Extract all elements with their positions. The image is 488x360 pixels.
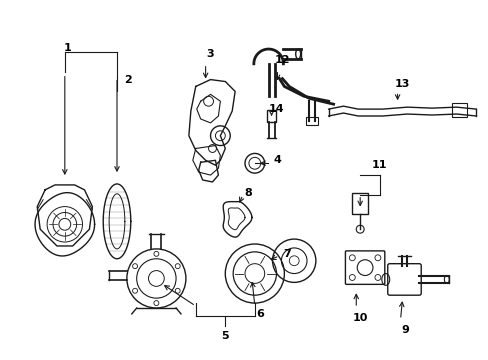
Bar <box>451 103 466 117</box>
Text: 9: 9 <box>401 325 408 335</box>
Text: 6: 6 <box>255 309 263 319</box>
Text: 5: 5 <box>221 330 229 341</box>
Text: 3: 3 <box>206 49 214 59</box>
Bar <box>305 117 317 125</box>
Text: 13: 13 <box>394 78 409 89</box>
Text: 14: 14 <box>268 104 284 114</box>
Text: 11: 11 <box>371 160 387 170</box>
Text: 2: 2 <box>123 75 131 85</box>
Text: 4: 4 <box>273 155 281 165</box>
Text: 7: 7 <box>283 249 291 259</box>
Text: 1: 1 <box>64 43 72 53</box>
Text: 10: 10 <box>352 313 367 323</box>
Text: 8: 8 <box>244 188 251 198</box>
Bar <box>266 110 276 122</box>
Text: 12: 12 <box>274 55 289 65</box>
Bar <box>351 193 367 215</box>
